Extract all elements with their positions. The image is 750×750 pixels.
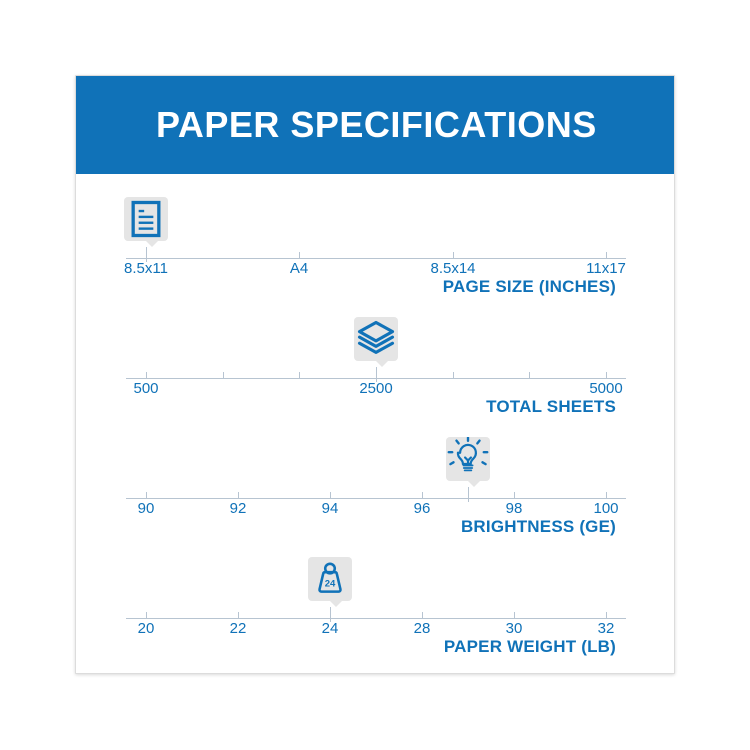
svg-text:24: 24 xyxy=(325,578,336,589)
